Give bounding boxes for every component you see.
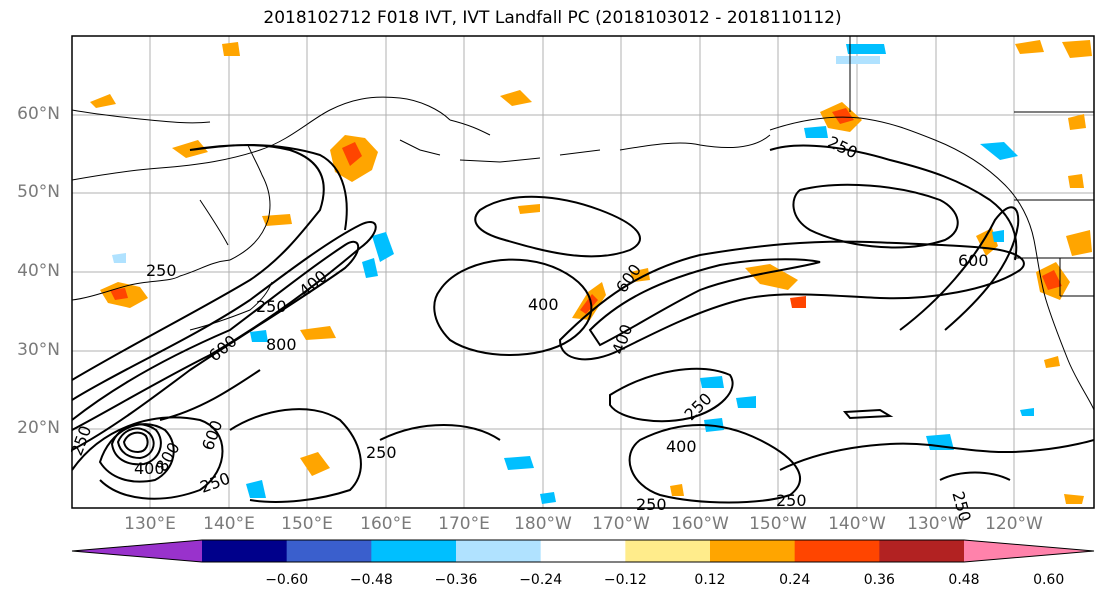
lon-label-130e: 130°E: [124, 514, 176, 534]
contour-label: 800: [266, 335, 297, 354]
colorbar-bin: [202, 540, 288, 562]
lat-label-60n: 60°N: [17, 104, 60, 124]
colorbar-tick-label: 0.36: [863, 572, 895, 588]
colorbar-bin: [710, 540, 796, 562]
colorbar-tick-label: 0.12: [694, 572, 726, 588]
colorbar-bin: [879, 540, 965, 562]
colorbar-bin: [625, 540, 711, 562]
pc-shading-negative: [112, 44, 1034, 504]
colorbar-bin: [286, 540, 372, 562]
colorbar-bin: [456, 540, 542, 562]
colorbar-tick-label: 0.48: [948, 572, 980, 588]
contour-label: 400: [666, 437, 697, 456]
colorbar-tick-label: 0.60: [1033, 572, 1065, 588]
colorbar-tick-label: −0.60: [265, 572, 309, 588]
contour-label: 250: [636, 495, 667, 514]
lon-label-160w: 160°W: [671, 514, 729, 534]
ivt-contours: [72, 144, 1094, 504]
colorbar-tick-label: −0.12: [603, 572, 647, 588]
map-title: 2018102712 F018 IVT, IVT Landfall PC (20…: [263, 8, 842, 28]
contour-label: 250: [146, 261, 177, 280]
colorbar-tick-label: −0.24: [519, 572, 563, 588]
contour-label: 250: [366, 443, 397, 462]
contour-label: 600: [958, 251, 989, 270]
lon-label-150w: 150°W: [749, 514, 807, 534]
colorbar-bin: [794, 540, 880, 562]
coastlines: [72, 36, 1094, 411]
lat-label-20n: 20°N: [17, 418, 60, 438]
lon-label-160e: 160°E: [360, 514, 412, 534]
colorbar-extend-low: [72, 540, 202, 562]
lat-label-50n: 50°N: [17, 182, 60, 202]
colorbar-tick-label: −0.36: [434, 572, 478, 588]
map-frame: [71, 35, 1095, 509]
lat-label-30n: 30°N: [17, 340, 60, 360]
contour-label: 400: [134, 459, 165, 478]
lon-label-140e: 140°E: [203, 514, 255, 534]
lon-label-140w: 140°W: [828, 514, 886, 534]
lon-label-150e: 150°E: [281, 514, 333, 534]
graticule: [72, 36, 1094, 508]
colorbar-outline: [71, 539, 1095, 563]
colorbar-bin: [540, 540, 626, 562]
contour-label: 400: [528, 295, 559, 314]
contour-label: 250: [776, 491, 807, 510]
colorbar-tick-label: −0.48: [349, 572, 393, 588]
colorbar-tick-label: 0.24: [779, 572, 811, 588]
colorbar-extend-high: [964, 540, 1094, 562]
colorbar: [71, 539, 1095, 563]
contour-label: 250: [256, 297, 287, 316]
lon-label-170e: 170°E: [438, 514, 490, 534]
lon-label-120w: 120°W: [985, 514, 1043, 534]
lat-label-40n: 40°N: [17, 261, 60, 281]
lon-label-180w: 180°W: [514, 514, 572, 534]
lon-label-170w: 170°W: [592, 514, 650, 534]
lon-label-130w: 130°W: [907, 514, 965, 534]
pc-shading-positive: [90, 40, 1092, 504]
colorbar-bin: [371, 540, 457, 562]
map-content: [72, 36, 1094, 508]
